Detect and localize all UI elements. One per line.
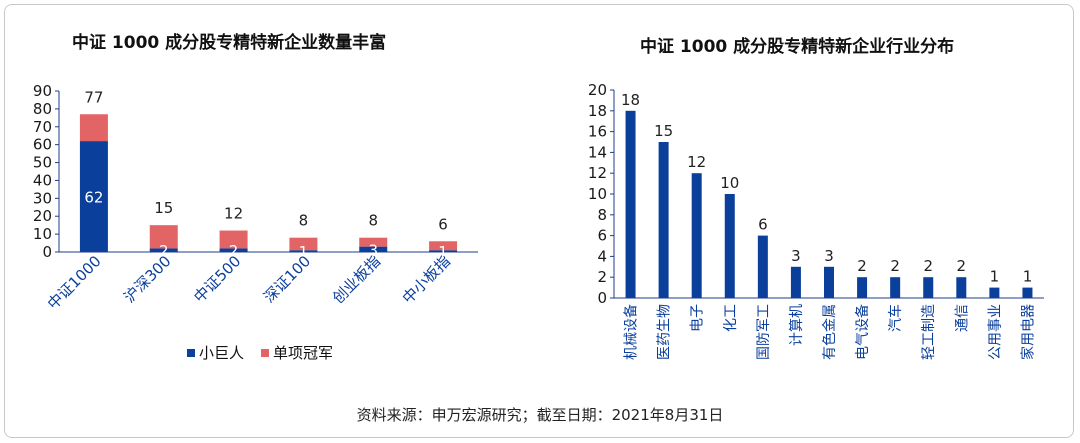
industry-bar [658, 142, 669, 298]
bar-total-label: 8 [368, 212, 378, 230]
bar-segment-xiaojuren [79, 141, 108, 252]
x-category-label: 创业板指 [329, 252, 384, 307]
bar-segment-danxiangguanjun [219, 230, 248, 249]
bar-segment-xiaojuren [219, 248, 248, 252]
industry-category-label: 国防军工 [756, 304, 772, 360]
left-chart-title: 中证 1000 成分股专精特新企业数量丰富 [72, 33, 387, 53]
left-chart-y-tick-label: 60 [33, 136, 52, 154]
industry-bar [757, 235, 768, 298]
source-note: 资料来源：申万宏源研究；截至日期：2021年8月31日 [356, 406, 724, 424]
right-chart-title: 中证 1000 成分股专精特新企业行业分布 [640, 37, 955, 57]
bar-total-label: 15 [154, 199, 173, 217]
right-chart-y-tick-label: 2 [597, 268, 607, 286]
industry-bar-value-label: 6 [758, 216, 768, 234]
industry-category-label: 电气设备 [854, 304, 871, 360]
left-chart-y-tick-label: 70 [33, 118, 52, 136]
industry-category-label: 汽车 [887, 304, 904, 332]
industry-bar [691, 173, 702, 298]
industry-bar [857, 277, 868, 298]
legend-swatch-xiaojuren [187, 349, 195, 357]
right-chart-y-tick-label: 4 [597, 247, 607, 265]
industry-bar-value-label: 1 [1023, 268, 1033, 286]
industry-bar-value-label: 1 [990, 268, 1000, 286]
right-chart-y-tick-label: 0 [597, 289, 607, 307]
bar-segment-xiaojuren [149, 248, 178, 252]
left-chart-y-tick-label: 50 [33, 154, 52, 172]
industry-category-label: 计算机 [789, 304, 805, 346]
bar-inner-label: 1 [299, 243, 309, 261]
right-chart-y-tick-label: 8 [597, 206, 607, 224]
industry-bar [625, 110, 636, 298]
x-category-label: 中证500 [190, 252, 244, 306]
x-category-label: 中小板指 [399, 252, 454, 307]
bar-segment-xiaojuren [359, 246, 388, 252]
bar-segment-xiaojuren [429, 250, 458, 252]
bar-inner-label: 2 [229, 242, 239, 260]
right-chart-y-tick-label: 12 [588, 164, 607, 182]
bar-segment-danxiangguanjun [149, 225, 178, 249]
right-chart-y-tick-label: 14 [588, 143, 607, 161]
left-chart-y-tick-label: 90 [33, 82, 52, 100]
industry-bar [890, 277, 901, 298]
industry-bar-value-label: 10 [720, 174, 739, 192]
industry-bar-value-label: 3 [824, 247, 834, 265]
bar-inner-label: 2 [159, 242, 169, 260]
industry-bar-value-label: 12 [687, 153, 706, 171]
x-category-label: 沪深300 [120, 252, 174, 306]
left-chart-y-tick-label: 40 [33, 171, 52, 189]
figure-frame [4, 4, 1074, 438]
bar-total-label: 77 [84, 88, 103, 106]
right-chart-y-tick-label: 10 [588, 185, 607, 203]
industry-bar [790, 266, 801, 298]
industry-category-label: 通信 [954, 304, 970, 332]
bar-segment-danxiangguanjun [359, 237, 388, 247]
industry-bar-value-label: 2 [957, 257, 967, 275]
legend-label-xiaojuren: 小巨人 [199, 344, 244, 362]
left-chart-y-tick-label: 0 [42, 243, 52, 261]
x-category-label: 中证1000 [44, 252, 105, 313]
bar-segment-danxiangguanjun [79, 114, 108, 142]
industry-bar [989, 287, 1000, 298]
industry-bar-value-label: 2 [890, 257, 900, 275]
right-chart-y-tick-label: 6 [597, 227, 607, 245]
industry-category-label: 电子 [690, 304, 706, 332]
right-chart-y-tick-label: 18 [588, 102, 607, 120]
left-chart-y-tick-label: 80 [33, 100, 52, 118]
bar-segment-danxiangguanjun [289, 237, 318, 251]
legend-label-danxiangguanjun: 单项冠军 [273, 344, 333, 362]
right-chart-y-tick-label: 16 [588, 123, 607, 141]
bar-total-label: 12 [224, 205, 243, 223]
legend-swatch-danxiangguanjun [261, 349, 269, 357]
bar-total-label: 8 [299, 212, 309, 230]
industry-bar [956, 277, 967, 298]
industry-bar [923, 277, 934, 298]
bar-segment-xiaojuren [289, 250, 318, 252]
industry-bar [724, 194, 735, 298]
right-chart-y-tick-label: 20 [588, 81, 607, 99]
industry-category-label: 公用事业 [987, 304, 1003, 360]
bar-inner-label: 3 [368, 241, 378, 259]
industry-category-label: 化工 [723, 304, 739, 332]
industry-bar [824, 266, 834, 298]
industry-bar-value-label: 2 [923, 257, 933, 275]
industry-category-label: 轻工制造 [921, 304, 937, 360]
bar-inner-label: 62 [84, 189, 103, 207]
industry-bar-value-label: 2 [857, 257, 867, 275]
industry-category-label: 医药生物 [657, 304, 673, 360]
left-chart-y-tick-label: 10 [33, 225, 52, 243]
x-category-label: 深证100 [260, 252, 314, 306]
industry-bar-value-label: 18 [621, 91, 640, 109]
industry-category-label: 家用电器 [1019, 304, 1036, 360]
left-chart-y-tick-label: 20 [33, 207, 52, 225]
bar-inner-label: 1 [438, 243, 448, 261]
industry-bar-value-label: 3 [791, 247, 801, 265]
bar-segment-danxiangguanjun [429, 241, 458, 251]
industry-bar [1022, 287, 1033, 298]
industry-category-label: 机械设备 [623, 304, 640, 360]
industry-bar-value-label: 15 [654, 122, 673, 140]
industry-category-label: 有色金属 [821, 304, 838, 360]
bar-total-label: 6 [438, 215, 448, 233]
left-chart-y-tick-label: 30 [33, 189, 52, 207]
